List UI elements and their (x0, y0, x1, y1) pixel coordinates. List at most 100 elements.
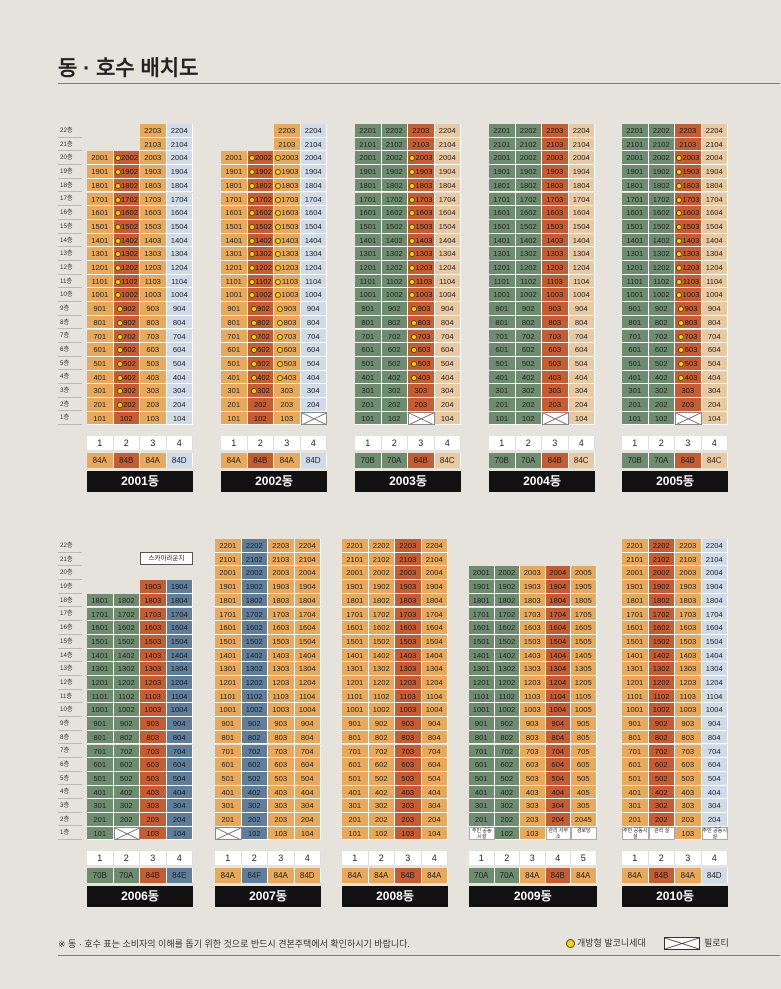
unit-number: 901 (628, 304, 642, 314)
unit-cell: 103 (520, 826, 546, 841)
unit-cell: 2103 (675, 552, 702, 567)
unit-cell: 1202 (381, 261, 408, 275)
unit-number: 502 (374, 773, 388, 783)
unit-number: 802 (654, 732, 668, 742)
unit-number: 304 (574, 386, 588, 396)
unit-number: 804 (306, 317, 320, 327)
unit-number: 2002 (121, 153, 138, 163)
unit-cell: 1403 (542, 233, 569, 248)
balcony-dot-icon (411, 360, 418, 367)
unit-number: 1204 (298, 678, 316, 687)
unit-cell: 301 (355, 384, 382, 398)
unit-number: 1602 (498, 623, 516, 633)
line-number: 2 (241, 851, 268, 866)
unit-cell: 203 (140, 813, 167, 827)
unit-cell: 1401 (489, 233, 516, 248)
unit-number: 1001 (225, 290, 243, 300)
balcony-dot-icon (116, 402, 123, 408)
unit-number: 803 (681, 732, 695, 742)
unit-cell: 2201 (342, 539, 369, 553)
unit-cell: 904 (434, 302, 461, 316)
unit-type: 70A (113, 868, 140, 884)
unit-cell: 504 (701, 356, 728, 371)
unit-cell: 304 (568, 384, 595, 398)
unit-cell: 202 (494, 813, 520, 827)
unit-number: 1101 (626, 691, 643, 701)
building-2001: 2203 2204 2103 2104 2001 2002 2003 2004 1901 1902… (87, 124, 193, 493)
unit-number: 903 (283, 304, 297, 314)
unit-cell: 1201 (87, 676, 114, 690)
unit-cell: 101 (622, 411, 649, 426)
unit-number: 1203 (281, 263, 299, 272)
unit-number: 1102 (653, 691, 670, 701)
unit-cell: 404 (300, 370, 327, 385)
unit-type-row: 70B 70A 84B 84C (355, 453, 461, 469)
unit-cell: 1805 (571, 593, 597, 608)
unit-cell: 2203 (675, 539, 702, 553)
unit-cell: 1304 (421, 662, 448, 676)
unit-cell: 502 (241, 771, 268, 786)
unit-number: 1304 (170, 249, 188, 259)
balcony-dot-icon (411, 306, 418, 313)
unit-number: 104 (440, 413, 454, 423)
unit-cell: 503 (675, 356, 702, 371)
unit-number: 1601 (626, 208, 644, 218)
unit-cell: 1601 (342, 621, 369, 635)
unit-cell: 304 (166, 384, 193, 398)
unit-number: 103 (146, 828, 160, 838)
unit-number: 1601 (91, 208, 109, 218)
unit-cell: 1003 (408, 288, 435, 303)
unit-number: 1102 (246, 691, 263, 701)
building-label: 2003동 (355, 471, 461, 493)
unit-number: 1102 (386, 276, 403, 286)
unit-number: 2004 (705, 568, 723, 578)
unit-cell: 703 (140, 329, 167, 344)
unit-cell: 702 (113, 744, 140, 759)
unit-cell: 1201 (221, 261, 248, 275)
unit-number: 1504 (549, 636, 567, 646)
unit-number: 1503 (523, 636, 541, 646)
unit-number: 1202 (498, 678, 516, 687)
unit-cell: 1601 (87, 206, 114, 220)
unit-cell: 1403 (675, 233, 702, 248)
unit-number: 2002 (372, 568, 390, 578)
unit-cell: 1901 (622, 165, 649, 179)
unit-type: 84A (215, 868, 242, 884)
unit-cell: 401 (215, 785, 242, 800)
unit-number: 1404 (705, 650, 723, 660)
unit-number: 2104 (170, 139, 188, 149)
unit-number: 1404 (572, 235, 590, 245)
unit-cell: 602 (494, 758, 520, 772)
line-number: 4 (701, 436, 728, 451)
unit-number: 703 (146, 331, 160, 341)
unit-cell: 1105 (571, 689, 597, 704)
unit-number: 2203 (399, 541, 417, 550)
unit-number: 1902 (255, 167, 272, 177)
balcony-dot-icon (411, 333, 418, 340)
balcony-dot-icon (250, 306, 257, 313)
floor-label: 19층 (58, 165, 82, 179)
unit-number: 403 (401, 787, 415, 797)
unit-number: 1601 (225, 208, 243, 218)
unit-cell: 1601 (622, 206, 649, 220)
unit-number: 1304 (549, 664, 567, 674)
balcony-dot-icon (248, 292, 255, 299)
unit-cell: 1102 (648, 274, 675, 289)
unit-number: 103 (681, 828, 695, 838)
unit-cell: 1101 (215, 689, 242, 704)
balcony-dot-icon (248, 196, 255, 203)
unit-cell: 1004 (434, 288, 461, 303)
unit-number: 1303 (272, 664, 290, 674)
unit-number: 204 (707, 815, 721, 824)
unit-cell: 604 (568, 343, 595, 357)
unit-cell: 1504 (701, 219, 728, 234)
unit-number: 403 (684, 372, 698, 382)
unit-type: 84B (395, 868, 422, 884)
unit-number: 402 (521, 372, 535, 382)
unit-cell: 404 (421, 785, 448, 800)
unit-cell: 603 (408, 343, 435, 357)
unit-cell: 2003 (675, 151, 702, 166)
unit-cell: 903 (395, 717, 422, 731)
unit-number: 1902 (121, 167, 138, 177)
unit-number: 201 (361, 400, 375, 409)
